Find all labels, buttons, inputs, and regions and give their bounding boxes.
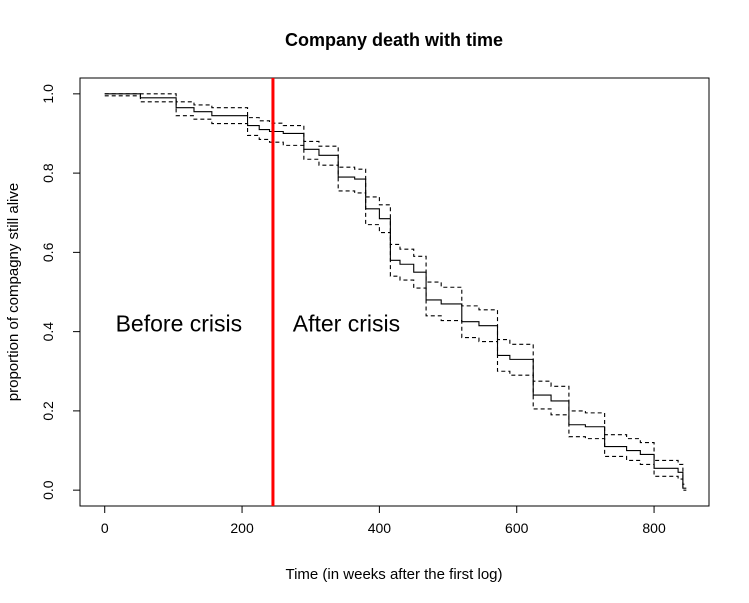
survival-curve: [104, 93, 687, 489]
y-tick-label: 0.2: [40, 401, 56, 421]
y-axis-label: proportion of compagny still alive: [5, 183, 22, 401]
x-tick-label: 600: [505, 520, 529, 536]
x-tick-label: 400: [368, 520, 392, 536]
y-axis: 0.0 0.2 0.4 0.6 0.8 1.0: [40, 84, 81, 500]
x-tick-label: 800: [642, 520, 666, 536]
y-tick-label: 0.6: [40, 242, 56, 262]
annotation-after-crisis: After crisis: [293, 311, 400, 337]
confidence-band-1: [104, 93, 687, 485]
y-tick-label: 0.4: [40, 322, 56, 342]
x-tick-label: 200: [230, 520, 254, 536]
y-tick-label: 0.0: [40, 480, 56, 500]
confidence-band-2: [104, 95, 687, 491]
chart-title: Company death with time: [285, 30, 503, 50]
y-tick-label: 1.0: [40, 84, 56, 104]
x-axis-label: Time (in weeks after the first log): [285, 566, 502, 583]
y-tick-label: 0.8: [40, 163, 56, 183]
series-layer: [104, 93, 687, 491]
x-axis: 0 200 400 600 800: [101, 505, 666, 536]
annotation-layer: Before crisis After crisis: [116, 311, 400, 337]
annotation-before-crisis: Before crisis: [116, 311, 243, 337]
x-tick-label: 0: [101, 520, 109, 536]
plot-frame: [79, 77, 710, 507]
